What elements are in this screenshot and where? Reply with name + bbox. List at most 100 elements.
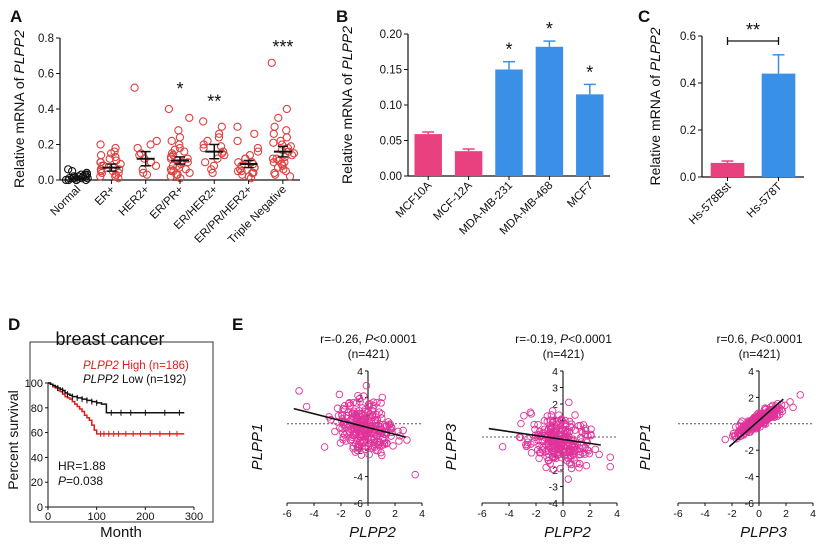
panel-e1-chart-data-point — [373, 398, 381, 407]
panel-e2-chart-y-axis-label: PLPP3 — [443, 423, 460, 470]
panel-e2-chart-data-point — [567, 464, 576, 473]
panel-d-legend-entry-part: PLPP2 — [83, 360, 119, 372]
panel-e1-chart-data-point — [362, 421, 370, 429]
panel-e2-chart-data-point — [561, 420, 570, 428]
panel-e2-chart-data-point — [555, 411, 563, 419]
panel-a-significance: * — [176, 79, 183, 99]
panel-e1-chart-xtick-label: -6 — [282, 508, 291, 520]
panel-a-data-point — [166, 172, 175, 181]
panel-b-xtick-label: MCF7 — [565, 180, 596, 211]
panel-e2-chart-data-point — [552, 424, 561, 433]
panel-b-bar — [454, 151, 483, 176]
panel-e2-chart-data-point — [569, 435, 577, 443]
panel-e1-chart-data-point — [320, 443, 329, 451]
panel-c-xtick-label: Hs-578Bst — [687, 180, 734, 227]
panel-a-xtick-label: Normal — [49, 184, 84, 219]
panel-e2-chart-data-point — [549, 418, 557, 426]
panel-e3-chart-stat-label-part: <0.0001 — [759, 332, 803, 346]
panel-e2-chart-data-point — [584, 432, 592, 440]
panel-c-bar — [710, 162, 745, 177]
panel-letter-b: B — [336, 7, 348, 26]
panel-e2-chart-data-point — [587, 431, 595, 440]
panel-b-ytick-label: 0.15 — [380, 65, 402, 77]
panel-c-significance: ** — [746, 20, 760, 40]
panel-e2-chart-data-point — [555, 450, 563, 458]
panel-e1-chart-data-point — [381, 428, 390, 436]
panel-e1-chart-data-point — [361, 432, 370, 441]
panel-a-data-point — [269, 158, 278, 167]
panel-b-significance: * — [505, 40, 512, 60]
panel-e2-chart-data-point — [560, 452, 569, 460]
panel-e2-chart-data-point — [535, 454, 543, 463]
panel-e2-chart-data-point — [540, 416, 549, 425]
panel-e3-chart-xtick-label: 0 — [756, 508, 762, 520]
panel-e2-chart-data-point — [534, 436, 542, 445]
panel-a-data-point — [175, 140, 184, 149]
panel-c-ytick-label: 0.2 — [680, 125, 696, 137]
panel-d-p-value-part: P — [58, 474, 66, 488]
panel-e2-chart-ytick-label: 2 — [552, 399, 558, 411]
panel-e2-chart-data-point — [544, 425, 553, 433]
panel-e1-chart-data-point — [364, 400, 373, 409]
panel-c-ytick-label: 0.4 — [680, 78, 697, 90]
panel-a-data-point — [207, 165, 216, 174]
panel-b-ytick-label: 0.00 — [380, 171, 402, 183]
panel-e2-chart-data-point — [551, 445, 560, 453]
panel-e3-chart-data-point — [761, 420, 770, 428]
panel-e1-chart-data-point — [335, 390, 344, 399]
panel-a-data-point — [81, 172, 90, 181]
panel-e3-chart-data-point — [777, 405, 786, 414]
panel-e2-chart-xtick-label: -4 — [504, 508, 513, 520]
panel-a-data-point — [151, 161, 161, 170]
panel-a-data-point — [271, 170, 280, 179]
panel-e2-chart-stat-label: r=-0.19, P<0.0001 — [515, 332, 612, 346]
panel-e2-chart-fit-line — [488, 427, 601, 446]
panel-e2-chart-ytick-label: -2 — [549, 465, 558, 477]
panel-e1-chart-data-point — [302, 402, 311, 411]
panel-a-data-point — [142, 170, 152, 179]
panel-a-data-point — [214, 133, 224, 142]
panel-b-xtick-label: MCF-12A — [431, 179, 475, 223]
panel-e2-chart-data-point — [516, 433, 525, 442]
panel-e2-chart-data-point — [565, 398, 573, 407]
panel-e3-chart-xtick-label: 4 — [810, 508, 816, 520]
panel-e3-chart-ytick-label: -6 — [745, 498, 754, 510]
panel-e2-chart-data-point — [523, 441, 532, 449]
panel-d-chart: breast cancer 0 20 40 60 80 100 0 100 200 300 Month… — [5, 329, 214, 541]
panel-e3-chart-data-point — [736, 432, 744, 441]
panel-e2-chart-data-point — [560, 442, 568, 450]
panel-a-data-point — [270, 122, 279, 131]
panel-e1-chart-data-point — [359, 392, 368, 400]
panel-a-data-point — [216, 142, 226, 151]
panel-d-xtick-label: 200 — [136, 511, 154, 523]
panel-e1-chart-stat-label: r=-0.26, P<0.0001 — [320, 332, 417, 346]
panel-e2-chart-data-point — [530, 438, 538, 446]
panel-e1-chart-y-axis-label: PLPP1 — [249, 424, 266, 471]
panel-d-ytick-label: 0 — [37, 502, 43, 514]
panel-a-data-point — [133, 143, 142, 153]
panel-a-data-point — [267, 58, 276, 67]
panel-a-data-point — [152, 136, 161, 146]
panel-e2-chart-ytick-label: 1 — [552, 416, 558, 428]
panel-e3-chart-data-point — [756, 416, 764, 425]
panel-e2-chart-ytick-label: -4 — [549, 498, 558, 510]
panel-e3-chart-xtick-label: -4 — [700, 508, 709, 520]
panel-a-data-point — [173, 161, 182, 170]
panel-e2-chart-xtick-label: 0 — [560, 508, 566, 520]
panel-e1-chart-data-point — [377, 399, 385, 407]
panel-d-y-axis-label: Percent survival — [5, 390, 21, 490]
panel-e3-chart-xtick-label: -2 — [727, 508, 736, 520]
panel-e1-chart-x-axis-label: PLPP2 — [349, 524, 396, 541]
panel-a-data-point — [253, 147, 263, 156]
panel-a-data-point — [233, 166, 243, 176]
panel-a-significance: ** — [207, 91, 221, 111]
panel-e1-chart-data-point — [352, 411, 361, 420]
panel-c-chart: 0.0 0.2 0.4 0.6 Relative mRNA of PLPP2 Hs-578… — [647, 20, 804, 227]
panel-d-hr-label: HR=1.88 — [58, 459, 106, 473]
panel-e3-chart-data-point — [772, 402, 780, 410]
panel-e2-chart-data-point — [548, 407, 557, 415]
panel-e1-chart-data-point — [399, 426, 407, 435]
panel-c-y-axis-label-part: Relative mRNA of — [647, 71, 663, 185]
panel-e3-chart-data-point — [732, 434, 741, 443]
